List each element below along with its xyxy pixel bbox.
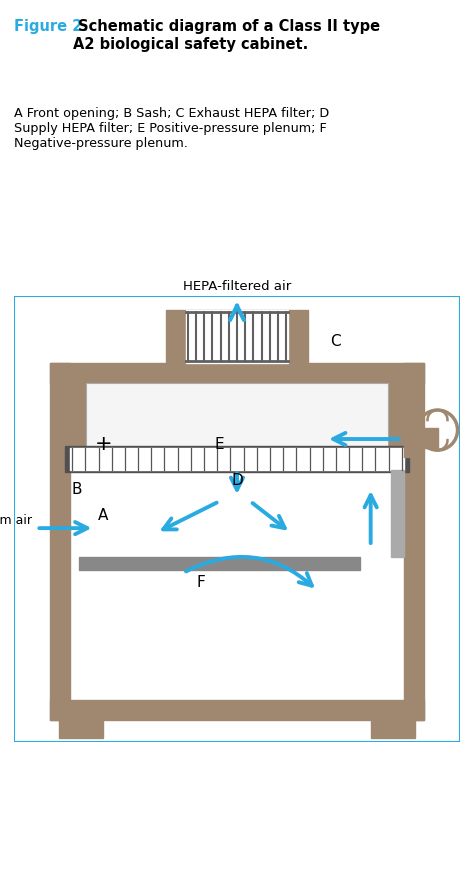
Text: F: F (197, 574, 206, 589)
Bar (404, 364, 424, 720)
Bar (50, 700, 424, 720)
Bar (65, 446, 409, 473)
Text: B: B (72, 481, 82, 496)
Bar (70, 384, 86, 457)
Bar (404, 431, 418, 457)
Bar (50, 364, 166, 384)
Bar (186, 310, 288, 364)
Text: Figure 2.: Figure 2. (14, 19, 88, 34)
Bar (70, 384, 86, 396)
Text: E: E (214, 437, 224, 452)
Bar (404, 428, 438, 448)
Bar (50, 364, 70, 720)
Bar (388, 384, 404, 457)
Bar (391, 471, 404, 558)
Bar (86, 384, 388, 457)
Text: +: + (94, 434, 112, 454)
Text: C: C (330, 334, 340, 349)
Text: D: D (231, 472, 243, 487)
Text: Room air: Room air (0, 513, 32, 526)
Bar (388, 384, 404, 396)
Text: HEPA-filtered air: HEPA-filtered air (183, 280, 291, 293)
Bar (166, 310, 308, 384)
Text: A Front opening; B Sash; C Exhaust HEPA filter; D
Supply HEPA filter; E Positive: A Front opening; B Sash; C Exhaust HEPA … (14, 107, 329, 150)
Bar (70, 448, 404, 471)
Text: Schematic diagram of a Class II type
A2 biological safety cabinet.: Schematic diagram of a Class II type A2 … (73, 19, 381, 52)
Bar (59, 720, 103, 738)
Text: A: A (98, 508, 109, 523)
Bar (308, 364, 424, 384)
Bar (371, 720, 415, 738)
Bar (79, 558, 359, 571)
